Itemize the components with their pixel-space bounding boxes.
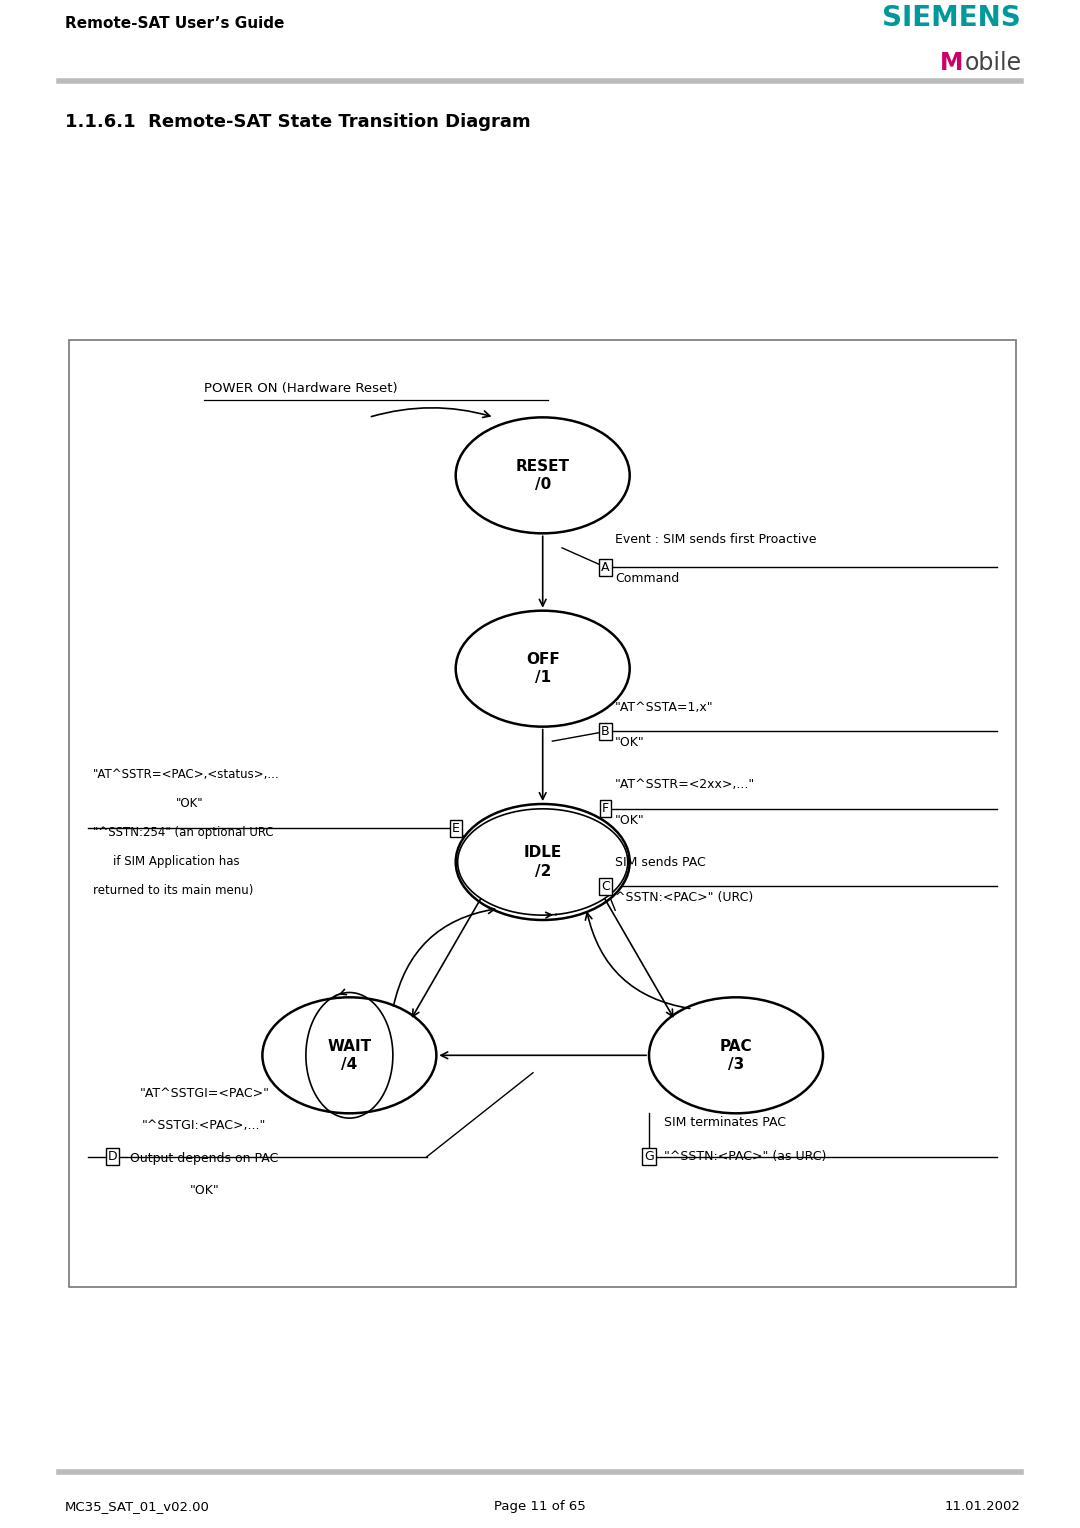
Text: E: E [451, 822, 460, 834]
Text: F: F [602, 802, 609, 816]
Text: SIM terminates PAC: SIM terminates PAC [663, 1117, 785, 1129]
Text: M: M [940, 50, 963, 75]
Text: PAC
/3: PAC /3 [719, 1039, 753, 1073]
Text: G: G [644, 1151, 653, 1163]
Text: obile: obile [964, 50, 1022, 75]
Text: SIEMENS: SIEMENS [882, 5, 1021, 32]
Ellipse shape [456, 804, 630, 920]
Text: Event : SIM sends first Proactive: Event : SIM sends first Proactive [616, 533, 816, 545]
Text: "^SSTN:254" (an optional URC: "^SSTN:254" (an optional URC [93, 827, 274, 839]
Text: A: A [602, 561, 610, 573]
Text: ^SSTN:<PAC>" (URC): ^SSTN:<PAC>" (URC) [616, 891, 754, 905]
Text: SIM sends PAC: SIM sends PAC [616, 856, 706, 869]
Text: "OK": "OK" [616, 813, 645, 827]
Text: "AT^SSTR=<PAC>,<status>,...: "AT^SSTR=<PAC>,<status>,... [93, 769, 280, 781]
Text: D: D [108, 1151, 118, 1163]
Ellipse shape [456, 417, 630, 533]
Text: "AT^SSTGI=<PAC>": "AT^SSTGI=<PAC>" [139, 1088, 269, 1100]
Text: Page 11 of 65: Page 11 of 65 [495, 1500, 585, 1513]
Text: RESET
/0: RESET /0 [516, 458, 570, 492]
Ellipse shape [262, 998, 436, 1114]
Text: returned to its main menu): returned to its main menu) [93, 885, 254, 897]
Text: OFF
/1: OFF /1 [526, 652, 559, 686]
Text: "AT^SSTR=<2xx>,...": "AT^SSTR=<2xx>,..." [616, 778, 755, 792]
Text: B: B [602, 724, 610, 738]
Text: "OK": "OK" [189, 1184, 219, 1196]
Text: WAIT
/4: WAIT /4 [327, 1039, 372, 1073]
Text: Output depends on PAC: Output depends on PAC [131, 1152, 279, 1166]
Text: "^SSTGI:<PAC>,...": "^SSTGI:<PAC>,..." [143, 1120, 267, 1132]
Text: "^SSTN:<PAC>" (as URC): "^SSTN:<PAC>" (as URC) [663, 1151, 826, 1163]
Text: 1.1.6.1  Remote-SAT State Transition Diagram: 1.1.6.1 Remote-SAT State Transition Diag… [65, 113, 530, 131]
Ellipse shape [649, 998, 823, 1114]
Text: if SIM Application has: if SIM Application has [112, 856, 239, 868]
FancyBboxPatch shape [69, 341, 1016, 1287]
Text: "OK": "OK" [616, 736, 645, 749]
Text: IDLE
/2: IDLE /2 [524, 845, 562, 879]
Ellipse shape [456, 611, 630, 727]
Text: "OK": "OK" [175, 798, 203, 810]
Text: C: C [602, 880, 610, 892]
Text: POWER ON (Hardware Reset): POWER ON (Hardware Reset) [204, 382, 399, 394]
Text: Remote-SAT User’s Guide: Remote-SAT User’s Guide [65, 15, 284, 31]
Text: "AT^SSTA=1,x": "AT^SSTA=1,x" [616, 701, 714, 714]
Text: MC35_SAT_01_v02.00: MC35_SAT_01_v02.00 [65, 1500, 210, 1513]
Text: Command: Command [616, 571, 679, 585]
Text: 11.01.2002: 11.01.2002 [945, 1500, 1021, 1513]
